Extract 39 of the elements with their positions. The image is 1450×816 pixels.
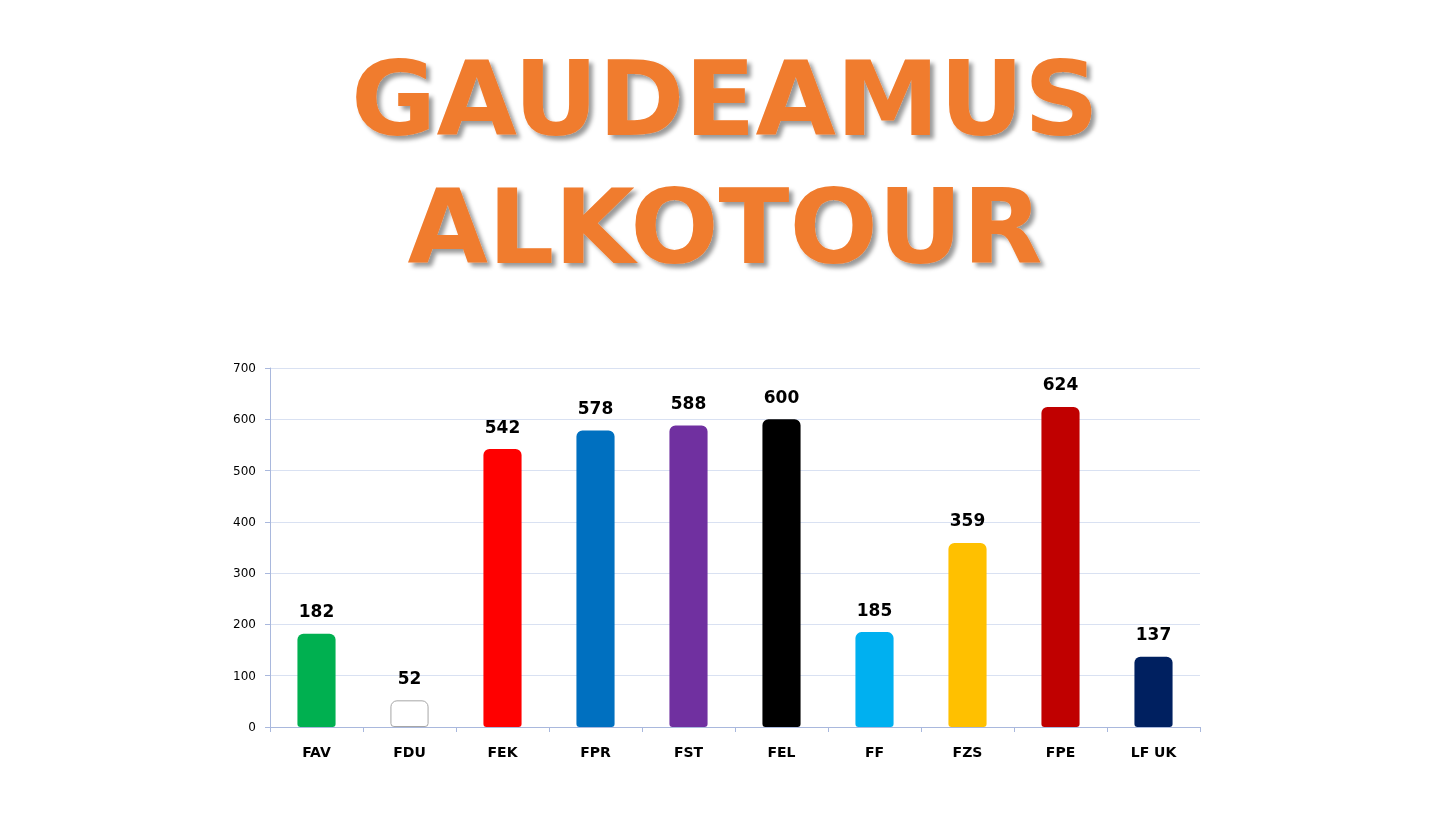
data-label: 624 (1042, 374, 1079, 395)
y-tick-label: 400 (233, 514, 256, 529)
x-tick-label: FZS (952, 744, 983, 760)
y-tick-label: 500 (233, 463, 256, 478)
data-label: 52 (397, 667, 422, 688)
bar (576, 430, 615, 727)
bar (1041, 406, 1080, 727)
bar (297, 633, 336, 727)
x-tick-label: FST (673, 744, 704, 760)
bar (483, 449, 522, 727)
y-tick-label: 200 (233, 617, 256, 632)
bar (948, 542, 987, 727)
x-tick-label: FEK (487, 744, 519, 760)
y-tick-label: 100 (233, 668, 256, 683)
data-label: 588 (670, 392, 707, 413)
x-tick-label: FAV (302, 744, 331, 760)
data-label: 578 (577, 398, 614, 419)
bar (855, 632, 894, 727)
x-tick-label: LF UK (1130, 744, 1178, 760)
data-label: 359 (949, 510, 986, 531)
data-label: 542 (484, 416, 521, 437)
data-label: 137 (1135, 624, 1172, 645)
data-label: 182 (298, 601, 335, 622)
bar (1134, 656, 1173, 727)
x-tick-label: FDU (393, 744, 426, 760)
y-tick-label: 600 (233, 412, 256, 427)
x-tick-label: FPE (1045, 744, 1076, 760)
data-label: 185 (856, 599, 893, 620)
data-label: 600 (763, 386, 800, 407)
x-tick-label: FEL (767, 744, 796, 760)
bar (390, 700, 429, 727)
x-tick-label: FPR (580, 744, 612, 760)
y-tick-label: 300 (233, 566, 256, 581)
x-tick-label: FF (864, 744, 885, 760)
bar (762, 419, 801, 727)
chart-title: GAUDEAMUS ALKOTOUR (351, 38, 1099, 288)
y-tick-label: 700 (233, 361, 256, 375)
bar (669, 425, 708, 727)
y-tick-label: 0 (248, 720, 256, 734)
